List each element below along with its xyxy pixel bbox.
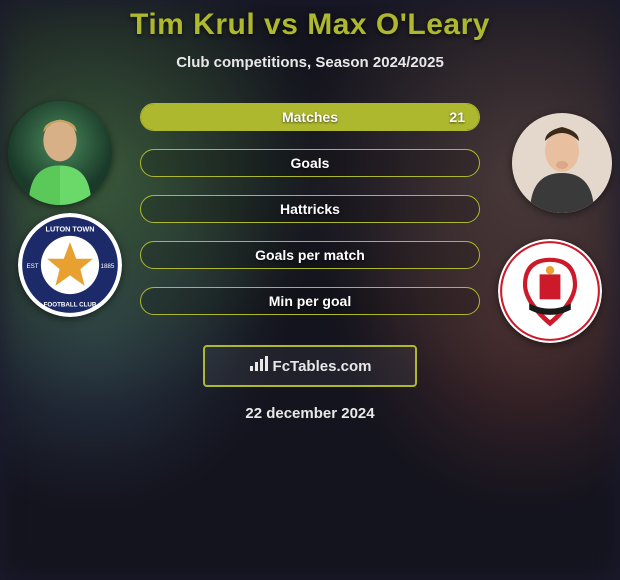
attribution-text: FcTables.com — [273, 358, 372, 375]
player2-avatar — [512, 113, 612, 213]
svg-text:FOOTBALL CLUB: FOOTBALL CLUB — [44, 302, 97, 309]
chart-icon — [249, 356, 269, 377]
page-title: Tim Krul vs Max O'Leary — [0, 8, 620, 42]
club2-crest-svg — [498, 239, 602, 343]
player2-club-crest — [498, 239, 602, 343]
svg-text:EST: EST — [26, 263, 38, 270]
stat-label: Matches — [141, 104, 479, 130]
stat-value-right: 21 — [449, 104, 465, 130]
stat-bar-goals: Goals — [140, 149, 480, 177]
attribution-box: FcTables.com — [203, 345, 417, 387]
date-text: 22 december 2024 — [0, 405, 620, 422]
stat-bar-goals-per-match: Goals per match — [140, 241, 480, 269]
stat-label: Goals — [141, 150, 479, 176]
club1-crest-svg: LUTON TOWN FOOTBALL CLUB EST 1885 — [18, 213, 122, 317]
player2-avatar-svg — [512, 113, 612, 213]
stat-label: Min per goal — [141, 288, 479, 314]
stat-bars-column: Matches 21 Goals Hattricks Goals per mat… — [140, 103, 480, 333]
stat-bar-hattricks: Hattricks — [140, 195, 480, 223]
svg-text:LUTON TOWN: LUTON TOWN — [46, 225, 95, 234]
stat-bar-min-per-goal: Min per goal — [140, 287, 480, 315]
player1-avatar — [8, 101, 112, 205]
subtitle: Club competitions, Season 2024/2025 — [0, 54, 620, 71]
svg-text:1885: 1885 — [101, 263, 115, 270]
stat-label: Goals per match — [141, 242, 479, 268]
stat-bar-matches: Matches 21 — [140, 103, 480, 131]
main-row: LUTON TOWN FOOTBALL CLUB EST 1885 Ma — [0, 101, 620, 331]
player1-club-crest: LUTON TOWN FOOTBALL CLUB EST 1885 — [18, 213, 122, 317]
card-content: Tim Krul vs Max O'Leary Club competition… — [0, 0, 620, 580]
stat-label: Hattricks — [141, 196, 479, 222]
player1-avatar-svg — [8, 101, 112, 205]
